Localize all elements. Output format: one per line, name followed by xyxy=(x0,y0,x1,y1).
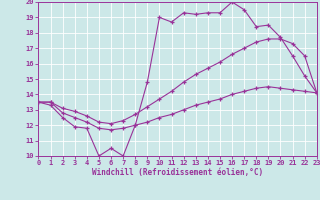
X-axis label: Windchill (Refroidissement éolien,°C): Windchill (Refroidissement éolien,°C) xyxy=(92,168,263,177)
